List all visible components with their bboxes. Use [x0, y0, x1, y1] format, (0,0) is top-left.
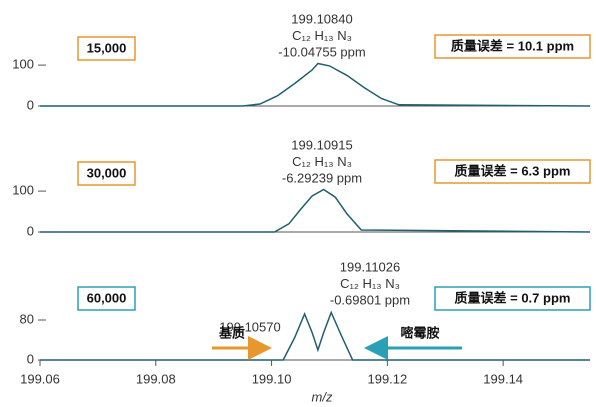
y-tick-label: 100	[12, 57, 34, 72]
x-tick-label: 199.08	[136, 371, 176, 386]
y-tick-label: 0	[27, 351, 34, 366]
x-axis-label: m/z	[312, 389, 333, 404]
resolution-box	[77, 36, 136, 61]
resolution-box	[77, 161, 136, 186]
peak-label: -6.29239 ppm	[282, 170, 362, 185]
y-tick-label: 100	[12, 183, 34, 198]
matrix-label: 基质	[218, 325, 245, 340]
x-tick-label: 199.14	[483, 371, 523, 386]
peak-label: 199.10840	[291, 11, 352, 26]
peak-label: 199.11026	[340, 259, 401, 274]
peak-label: C₁₂ H₁₃ N₃	[292, 154, 352, 169]
x-tick-label: 199.12	[367, 371, 407, 386]
peak-label: 199.10570	[219, 319, 280, 334]
x-tick-label: 199.10	[252, 371, 292, 386]
mass-error-label: 质量误差 = 0.7 ppm	[455, 290, 571, 305]
analyte-label: 嘧霉胺	[400, 325, 439, 340]
peak-label: 199.10915	[291, 137, 352, 152]
mass-error-box	[434, 34, 591, 59]
peak-label: C₁₂ H₁₃ N₃	[340, 276, 400, 291]
data-line	[40, 62, 591, 107]
data-line	[40, 188, 591, 233]
x-tick-label: 199.06	[20, 371, 60, 386]
y-tick-label: 80	[20, 311, 34, 326]
mass-error-label: 质量误差 = 6.3 ppm	[455, 163, 571, 178]
resolution-label: 30,000	[87, 165, 127, 180]
resolution-label: 15,000	[87, 40, 127, 55]
resolution-box	[77, 286, 136, 311]
peak-label: C₁₂ H₁₃ N₃	[292, 28, 352, 43]
mass-error-label: 质量误差 = 10.1 ppm	[451, 38, 574, 53]
peak-label: -10.04755 ppm	[278, 44, 365, 59]
y-tick-label: 0	[27, 223, 34, 238]
y-tick-label: 0	[27, 97, 34, 112]
mass-error-box	[434, 159, 591, 184]
resolution-label: 60,000	[87, 290, 127, 305]
peak-label: -0.69801 ppm	[330, 292, 410, 307]
data-line	[40, 310, 590, 361]
mass-error-box	[434, 286, 591, 311]
